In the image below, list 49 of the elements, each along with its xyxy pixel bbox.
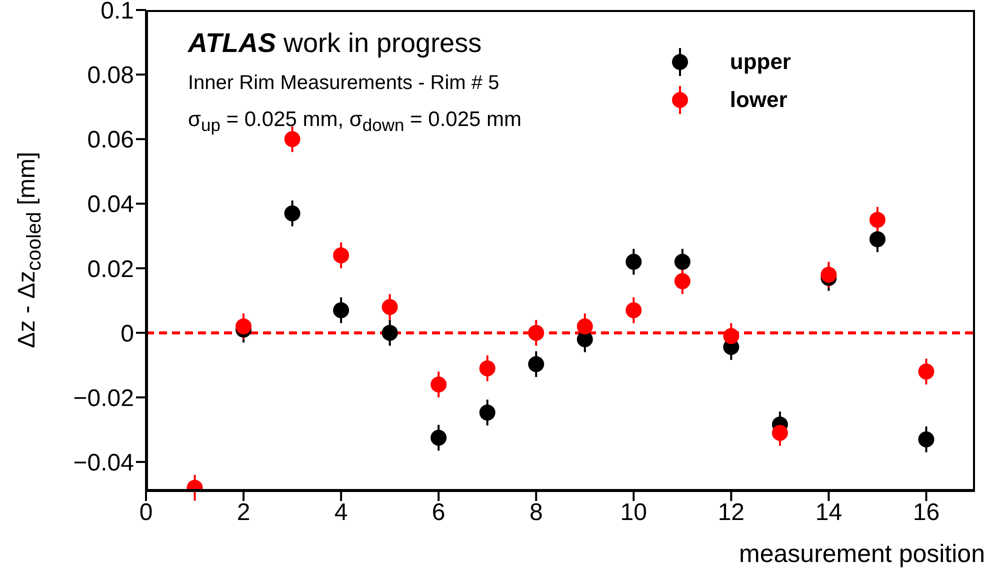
point — [918, 364, 934, 380]
point — [382, 324, 398, 341]
point — [869, 231, 886, 248]
x-tick-label: 4 — [334, 499, 348, 526]
legend-label: lower — [730, 87, 788, 113]
y-tick-label: 0.02 — [87, 256, 134, 283]
x-tick-label: 14 — [815, 499, 842, 526]
x-tick-label: 8 — [529, 499, 543, 526]
point — [528, 356, 544, 372]
point — [382, 298, 398, 315]
point — [772, 424, 788, 441]
y-tick-label: 0.08 — [87, 62, 134, 90]
point — [674, 254, 690, 270]
point — [918, 431, 934, 448]
point — [430, 430, 447, 446]
x-tick-label: 10 — [620, 499, 647, 526]
x-tick-label: 6 — [432, 499, 446, 526]
point — [626, 254, 642, 270]
y-tick-label: 0.1 — [100, 0, 134, 25]
x-axis-title: measurement position — [739, 540, 985, 568]
y-tick-label: 0.06 — [87, 126, 134, 154]
point — [236, 318, 252, 334]
point — [820, 266, 837, 283]
point — [284, 131, 300, 148]
x-tick-label: 12 — [718, 499, 745, 526]
point — [626, 302, 642, 318]
legend-label: upper — [730, 49, 791, 75]
annotation: σ$_{up}$ = 0.025 mm, σ$_{down}$ = 0.025 mm — [188, 108, 522, 136]
point — [576, 331, 593, 348]
point — [723, 328, 740, 344]
x-tick-label: 16 — [912, 499, 940, 526]
point — [869, 212, 886, 228]
y-tick-label: 0.04 — [87, 191, 134, 218]
point — [528, 324, 544, 341]
point — [479, 360, 496, 376]
point — [674, 273, 690, 290]
annotation: ATLAS work in progress — [188, 28, 482, 59]
point — [333, 247, 350, 264]
point — [479, 404, 496, 421]
point — [284, 205, 300, 222]
x-tick-label: 0 — [139, 499, 153, 526]
y-tick-label: −0.02 — [73, 384, 134, 412]
y-tick-label: 0 — [120, 320, 134, 348]
point — [576, 318, 593, 334]
x-tick-label: 2 — [236, 499, 250, 526]
point — [430, 376, 447, 392]
point — [333, 302, 350, 318]
annotation: Inner Rim Measurements - Rim # 5 — [188, 72, 500, 94]
y-tick-label: −0.04 — [73, 449, 134, 476]
